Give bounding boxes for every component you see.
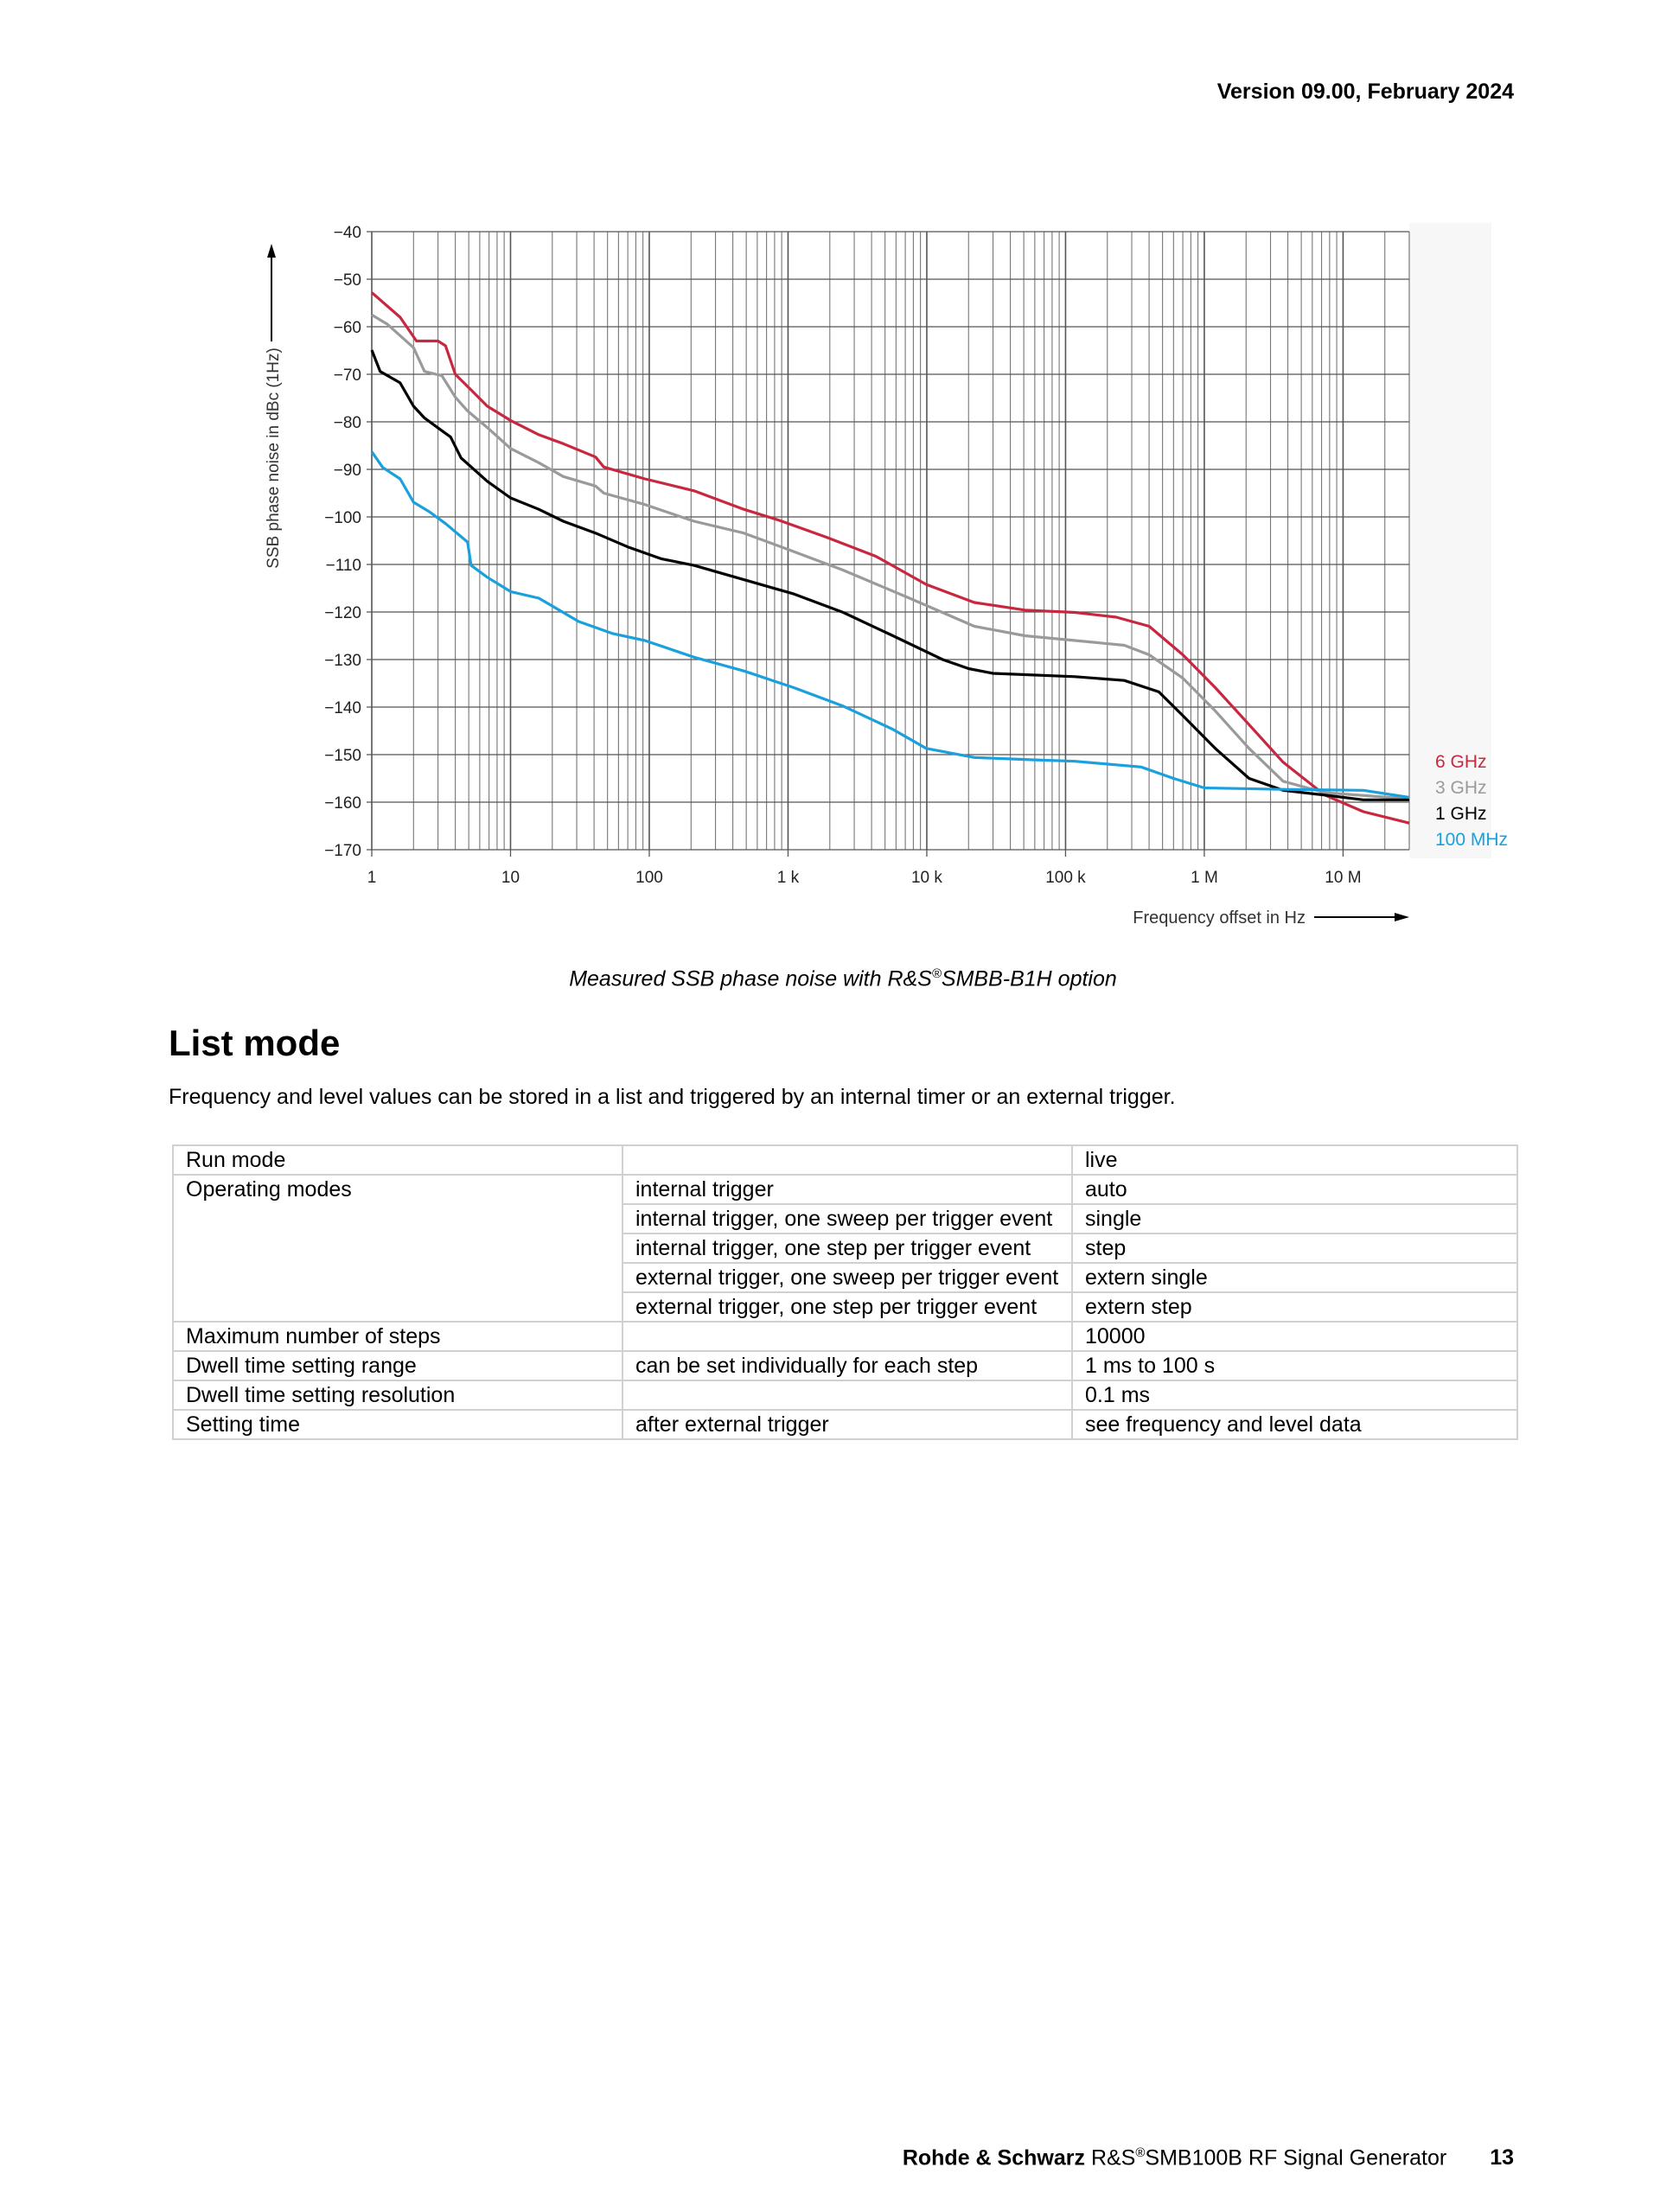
- legend-entry: 3 GHz: [1435, 778, 1487, 798]
- section-title: List mode: [169, 1023, 341, 1063]
- y-tick-label: −70: [334, 367, 361, 385]
- x-tick-label: 100 k: [1045, 869, 1086, 887]
- spec-value: extern single: [1071, 1262, 1518, 1293]
- chart-grid: [367, 223, 1491, 858]
- spec-value: see frequency and level data: [1071, 1409, 1518, 1440]
- spec-detail: external trigger, one sweep per trigger …: [622, 1262, 1073, 1293]
- y-tick-label: −120: [324, 604, 361, 622]
- y-tick-label: −50: [334, 271, 361, 290]
- spec-value: single: [1071, 1203, 1518, 1234]
- x-tick-label: 10 M: [1325, 869, 1361, 887]
- spec-label: Dwell time setting range: [172, 1350, 623, 1381]
- series-line-100-mhz: [370, 450, 1410, 800]
- spec-value: auto: [1071, 1174, 1518, 1205]
- y-tick-label: −110: [326, 557, 361, 575]
- table-row: external trigger, one step per trigger e…: [173, 1291, 1518, 1323]
- spec-detail: after external trigger: [622, 1409, 1073, 1440]
- y-tick-labels: −40 −50 −60 −70 −80 −90 −100 −110 −120 −130 −140 −1…: [324, 224, 361, 860]
- spec-label: Setting time: [172, 1409, 623, 1440]
- spec-detail: internal trigger: [622, 1174, 1073, 1205]
- legend-entry: 1 GHz: [1435, 804, 1487, 824]
- x-tick-label: 1 k: [777, 869, 800, 887]
- legend-entry: 6 GHz: [1435, 752, 1487, 772]
- y-tick-label: −160: [324, 794, 361, 813]
- y-tick-label: −60: [334, 319, 361, 337]
- spec-value: live: [1071, 1144, 1518, 1176]
- table-row: Dwell time setting resolution 0.1 ms: [172, 1380, 1518, 1411]
- page-footer: Rohde & Schwarz R&S®SMB100B RF Signal Ge…: [902, 2145, 1514, 2171]
- x-tick-label: 1: [367, 869, 377, 887]
- x-tick-label: 10 k: [911, 869, 942, 887]
- y-tick-label: −90: [334, 462, 361, 480]
- series-line-6-ghz: [370, 291, 1410, 825]
- spec-value: 10000: [1071, 1321, 1518, 1352]
- table-row: internal trigger, one sweep per trigger …: [173, 1203, 1518, 1234]
- phase-noise-chart: −40 −50 −60 −70 −80 −90 −100 −110 −120 −130 −140 −1…: [265, 223, 1508, 928]
- y-tick-label: −100: [324, 509, 361, 527]
- x-tick-label: 1 M: [1191, 869, 1218, 887]
- spec-value: extern step: [1071, 1291, 1518, 1323]
- spec-label: Operating modes: [172, 1174, 623, 1323]
- chart-side-panel: [1409, 223, 1491, 858]
- spec-detail: internal trigger, one sweep per trigger …: [622, 1203, 1073, 1234]
- table-row: Dwell time setting range can be set indi…: [172, 1350, 1518, 1381]
- series-line-1-ghz: [370, 349, 1409, 801]
- spec-label: Dwell time setting resolution: [172, 1380, 623, 1411]
- y-tick-label: −170: [324, 842, 361, 860]
- section-description: Frequency and level values can be stored…: [169, 1085, 1176, 1109]
- spec-detail: [622, 1144, 1073, 1176]
- y-tick-label: −150: [324, 747, 361, 765]
- spec-detail: internal trigger, one step per trigger e…: [622, 1233, 1073, 1264]
- series-line-3-ghz: [371, 313, 1410, 800]
- spec-label: Maximum number of steps: [172, 1321, 623, 1352]
- spec-detail: [622, 1380, 1073, 1411]
- table-row: Run mode live: [172, 1144, 1518, 1176]
- figure-caption: Measured SSB phase noise with R&S®SMBB-B…: [569, 966, 1117, 991]
- y-axis-arrowhead: [267, 244, 276, 258]
- x-tick-labels: 1 10 100 1 k 10 k 100 k 1 M 10 M: [367, 869, 1362, 887]
- y-tick-label: −140: [324, 699, 361, 717]
- spec-detail: [622, 1321, 1073, 1352]
- table-row: Operating modes internal trigger auto: [172, 1174, 1518, 1323]
- spec-label: Run mode: [172, 1144, 623, 1176]
- chart-legend: 6 GHz 3 GHz 1 GHz 100 MHz: [1435, 752, 1508, 850]
- list-mode-spec-table: Run mode live Operating modes internal t…: [172, 1144, 1518, 1440]
- x-axis-label: Frequency offset in Hz: [1133, 908, 1306, 928]
- document-version: Version 09.00, February 2024: [1216, 80, 1514, 104]
- y-axis-label: SSB phase noise in dBc (1Hz): [265, 347, 283, 569]
- spec-value: 1 ms to 100 s: [1071, 1350, 1518, 1381]
- spec-detail: can be set individually for each step: [622, 1350, 1073, 1381]
- spec-value: 0.1 ms: [1071, 1380, 1518, 1411]
- spec-value: step: [1071, 1233, 1518, 1264]
- y-tick-label: −40: [334, 224, 361, 242]
- legend-entry: 100 MHz: [1435, 830, 1508, 850]
- x-tick-label: 10: [501, 869, 520, 887]
- page-number: 13: [1490, 2145, 1514, 2171]
- chart-series: [370, 291, 1410, 825]
- table-row: Maximum number of steps 10000: [172, 1321, 1518, 1352]
- x-tick-label: 100: [635, 869, 663, 887]
- y-tick-label: −130: [324, 652, 361, 670]
- x-axis-arrowhead: [1395, 913, 1409, 921]
- table-row: internal trigger, one step per trigger e…: [173, 1233, 1518, 1264]
- spec-detail: external trigger, one step per trigger e…: [622, 1291, 1073, 1323]
- y-tick-label: −80: [334, 414, 361, 432]
- table-row: Setting time after external trigger see …: [172, 1409, 1518, 1440]
- table-row: external trigger, one sweep per trigger …: [173, 1262, 1518, 1293]
